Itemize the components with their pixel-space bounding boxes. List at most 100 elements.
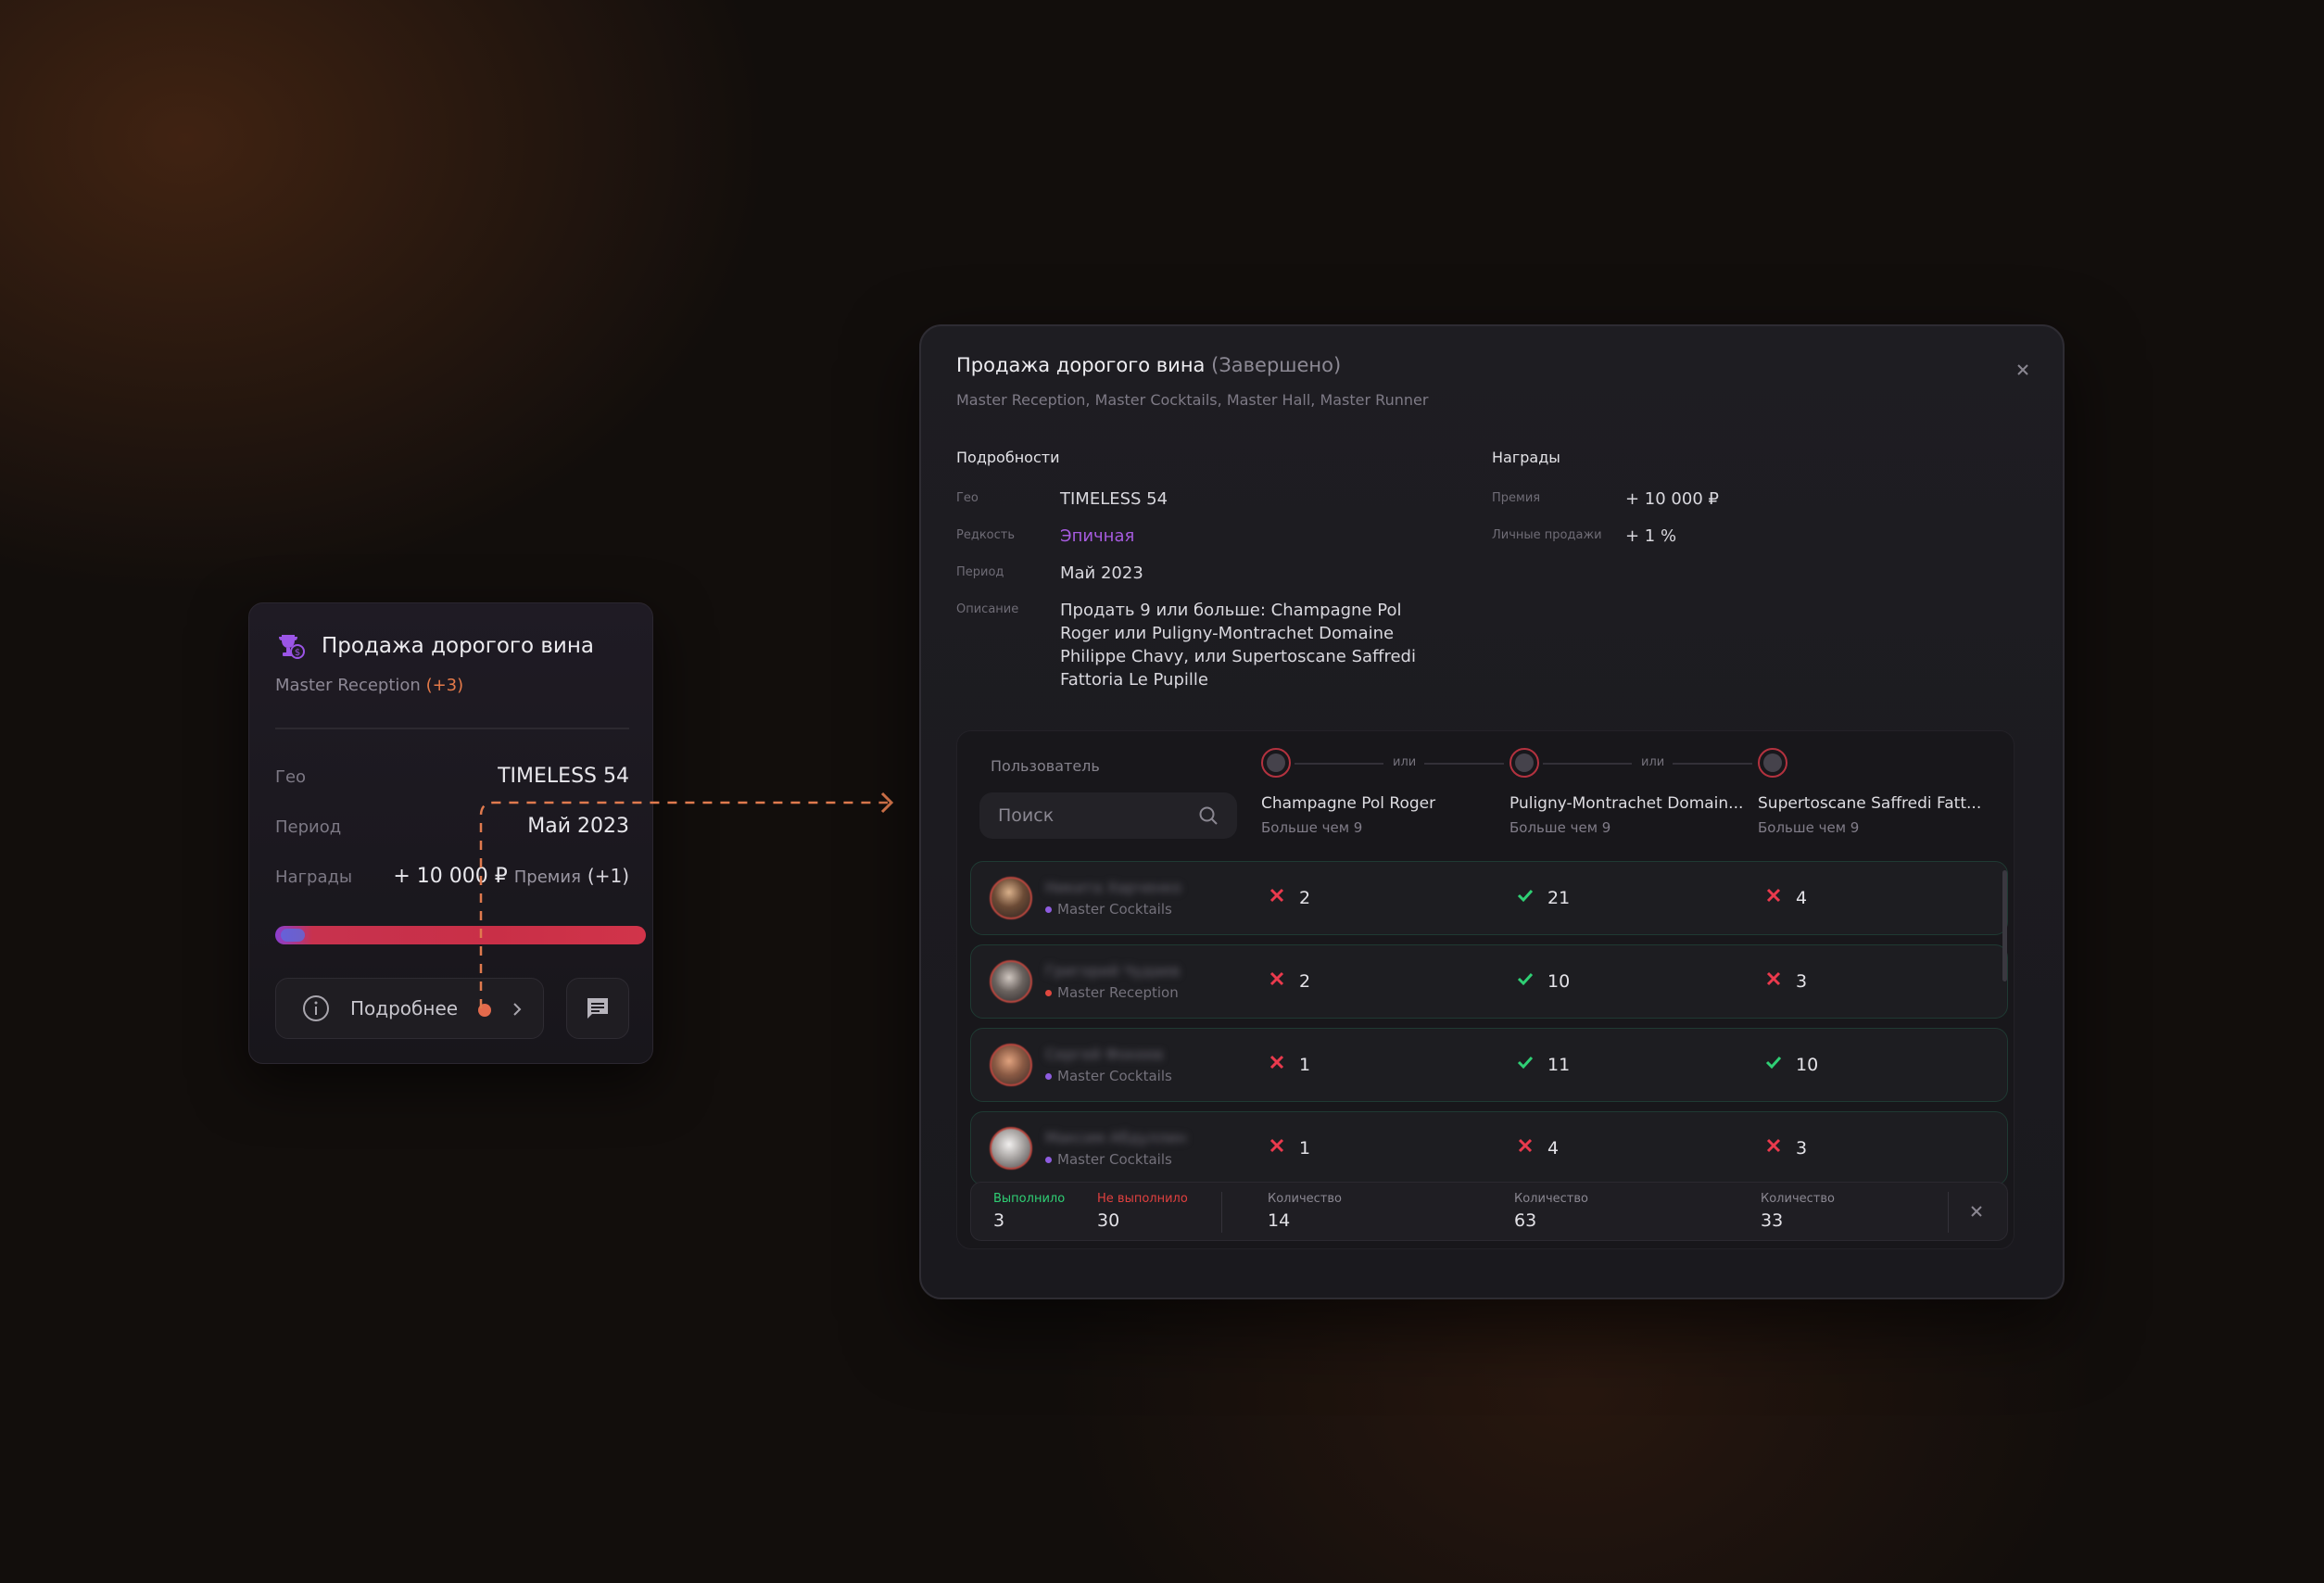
card-geo-row: Гео TIMELESS 54 [275, 765, 629, 788]
result-value: 11 [1547, 1054, 1571, 1075]
step-indicator-1 [1261, 748, 1291, 778]
detail-value: TIMELESS 54 [1060, 489, 1168, 509]
result-value: 1 [1299, 1054, 1311, 1075]
done-label: Выполнило [993, 1192, 1066, 1206]
table-row[interactable]: Сергей Фокеев Master Cocktails 1 11 10 [970, 1028, 2008, 1102]
modal-title-text: Продажа дорогого вина [956, 354, 1206, 376]
user-role: Master Reception [1045, 984, 1179, 1001]
or-label: или [1393, 755, 1417, 769]
reward-value: + 10 000 ₽ [1625, 489, 1719, 509]
result-value: 3 [1796, 1137, 1808, 1159]
check-icon [1516, 1053, 1535, 1076]
rewards-bonus-label: Премия [513, 867, 581, 887]
geo-value: TIMELESS 54 [498, 765, 629, 788]
task-modal: Продажа дорогого вина (Завершено) Master… [919, 324, 2065, 1299]
step-line [1543, 763, 1632, 765]
step-line [1295, 763, 1383, 765]
detail-label: Описание [956, 602, 1019, 616]
cross-icon [1764, 969, 1783, 993]
search-input[interactable]: Поиск [979, 792, 1237, 839]
step-line [1424, 763, 1504, 765]
card-divider [275, 728, 629, 729]
result-cell: 1 [1268, 1136, 1310, 1159]
details-button[interactable]: Подробнее [275, 978, 544, 1039]
cross-icon [1268, 969, 1286, 993]
reward-row-personal-sales: Личные продажи + 1 % [1492, 525, 1676, 548]
detail-label: Период [956, 565, 1004, 579]
divider [1948, 1192, 1949, 1233]
avatar [990, 877, 1032, 919]
result-value: 2 [1299, 970, 1311, 992]
table-row[interactable]: Григорий Чудаев Master Reception 2 10 3 [970, 944, 2008, 1019]
user-name: Никита Харченко [1045, 879, 1181, 896]
result-cell: 11 [1516, 1053, 1570, 1076]
description-line: Продать 9 или больше: Champagne Pol [1060, 601, 1402, 620]
svg-text:$: $ [295, 648, 300, 658]
card-role: Master Reception [275, 676, 421, 695]
period-label: Период [275, 817, 342, 837]
card-period-row: Период Май 2023 [275, 815, 629, 838]
reward-label: Личные продажи [1492, 528, 1602, 542]
rarity-value: Эпичная [1060, 526, 1135, 546]
result-cell: 3 [1764, 1136, 1807, 1159]
detail-row-period: Период Май 2023 [956, 562, 1143, 585]
result-cell: 10 [1516, 969, 1570, 993]
role-dot [1045, 905, 1052, 913]
step-line [1673, 763, 1752, 765]
notification-dot [478, 1004, 491, 1017]
reward-label: Премия [1492, 491, 1541, 505]
result-value: 2 [1299, 887, 1311, 908]
user-role: Master Cocktails [1045, 1151, 1172, 1168]
table-summary: Выполнило 3 Не выполнило 30 Количество 1… [970, 1182, 2008, 1241]
rewards-amount: + 10 000 ₽ [393, 865, 508, 888]
description-line: Roger или Puligny-Montrachet Domaine [1060, 624, 1395, 643]
table-row[interactable]: Максим Абдуллин Master Cocktails 1 4 3 [970, 1111, 2008, 1185]
scrollbar[interactable] [2002, 870, 2007, 981]
result-cell: 4 [1516, 1136, 1559, 1159]
column-header-3: Supertoscane Saffredi Fatt... [1758, 794, 1982, 813]
result-cell: 2 [1268, 969, 1310, 993]
detail-row-rarity: Редкость Эпичная [956, 525, 1134, 548]
task-card: $ Продажа дорогого вина Master Reception… [248, 602, 653, 1064]
column-header-1: Champagne Pol Roger [1261, 794, 1436, 813]
avatar [990, 1127, 1032, 1170]
detail-row-description: Описание Продать 9 или больше: Champagne… [956, 599, 1416, 691]
info-icon [303, 995, 329, 1021]
reward-row-bonus: Премия + 10 000 ₽ [1492, 488, 1719, 511]
result-value: 4 [1547, 1137, 1560, 1159]
user-role: Master Cocktails [1045, 1068, 1172, 1084]
qty-value-3: 33 [1761, 1210, 1784, 1231]
cross-icon [1268, 1136, 1286, 1159]
modal-title: Продажа дорогого вина (Завершено) [956, 354, 1341, 376]
result-value: 4 [1796, 887, 1808, 908]
rewards-value: + 10 000 ₽ Премия (+1) [393, 865, 629, 888]
progress-segment [281, 929, 305, 942]
detail-value: Май 2023 [1060, 564, 1143, 583]
close-icon[interactable] [2015, 361, 2031, 378]
role-dot [1045, 1072, 1052, 1080]
column-header-2: Puligny-Montrachet Domain... [1509, 794, 1744, 813]
close-icon[interactable] [1970, 1205, 1983, 1218]
check-icon [1516, 969, 1535, 993]
column-condition-2: Больше чем 9 [1509, 819, 1611, 836]
detail-label: Редкость [956, 528, 1016, 542]
detail-row-geo: Гео TIMELESS 54 [956, 488, 1168, 511]
result-cell: 2 [1268, 886, 1310, 909]
table-row[interactable]: Никита Харченко Master Cocktails 2 21 4 [970, 861, 2008, 935]
user-name: Сергей Фокеев [1045, 1045, 1164, 1063]
not-done-value: 30 [1097, 1210, 1120, 1231]
or-label: или [1641, 755, 1665, 769]
chat-button[interactable] [566, 978, 629, 1039]
result-cell: 1 [1268, 1053, 1310, 1076]
detail-label: Гео [956, 491, 979, 505]
result-cell: 10 [1764, 1053, 1818, 1076]
check-icon [1516, 886, 1535, 909]
description-line: Philippe Chavy, или Supertoscane Saffred… [1060, 647, 1416, 666]
done-value: 3 [993, 1210, 1005, 1231]
description-value: Продать 9 или больше: Champagne Pol Roge… [1060, 599, 1416, 691]
role-dot [1045, 989, 1052, 996]
column-condition-3: Больше чем 9 [1758, 819, 1860, 836]
results-table: Пользователь Поиск или или Champagne Pol… [956, 730, 2015, 1249]
chat-icon [587, 998, 608, 1019]
role-dot [1045, 1156, 1052, 1163]
